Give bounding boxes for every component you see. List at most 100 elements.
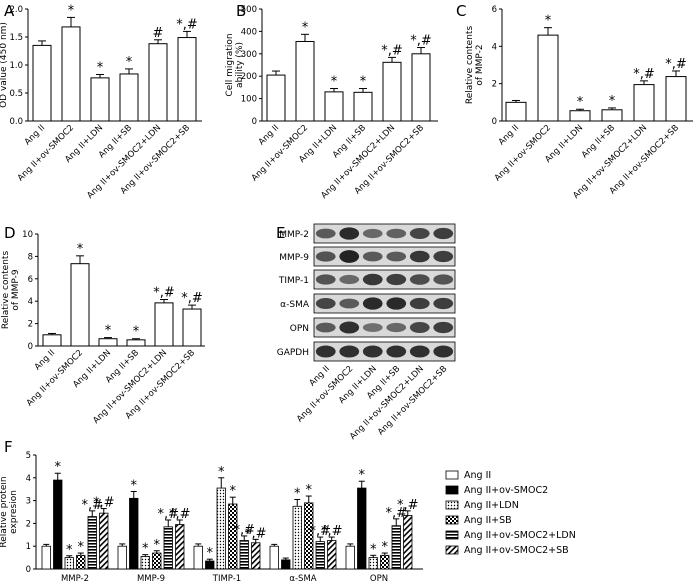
significance-mark: *,# — [665, 57, 687, 72]
x-category-label: α-SMA — [289, 574, 316, 584]
significance-mark: * — [154, 538, 161, 553]
y-tick-label: 0 — [252, 117, 257, 127]
bar — [345, 545, 355, 570]
y-axis-label-line: Cell migration — [225, 33, 235, 96]
blot-band — [315, 345, 336, 358]
blot-band-label: GAPDH — [277, 348, 309, 358]
blot-band — [409, 345, 430, 358]
legend-swatch — [445, 515, 459, 525]
bar — [239, 540, 249, 570]
bar — [193, 545, 203, 570]
legend-label: Ang II+SB — [464, 515, 512, 526]
significance-mark: *,# — [181, 291, 203, 306]
bar — [90, 77, 110, 122]
significance-mark: *,# — [233, 523, 255, 538]
x-category-label: Ang II — [33, 348, 57, 372]
blot-band-label: MMP-2 — [279, 230, 309, 240]
chart-panel-b: 0 100 200 300 400 500 Cell migrationability (%… — [225, 5, 438, 201]
bar — [569, 110, 591, 122]
y-tick-label: 100 — [241, 95, 257, 105]
blot-band-label: MMP-9 — [279, 253, 309, 263]
blot-band — [386, 273, 407, 286]
blot-band — [339, 345, 360, 358]
bar — [357, 487, 367, 570]
significance-mark: *,# — [169, 507, 191, 522]
x-category-label: MMP-9 — [137, 574, 165, 584]
y-tick-label: 2 — [26, 519, 31, 529]
y-tick-label: 0 — [28, 342, 33, 352]
blot-band — [362, 251, 383, 262]
bar — [601, 109, 623, 122]
blot-band — [433, 321, 454, 334]
y-tick-label: 4 — [26, 474, 31, 484]
blot-band-label: TIMP-1 — [278, 276, 309, 286]
bar — [32, 44, 52, 122]
significance-mark: *,# — [381, 43, 403, 58]
blot-band — [386, 297, 407, 310]
legend-label: Ang II+ov-SMOC2+SB — [464, 545, 569, 556]
y-tick-label: 6 — [492, 5, 497, 15]
panel-letter-b: B — [236, 2, 246, 20]
blot-band — [433, 227, 454, 240]
significance-mark: * — [306, 483, 313, 498]
bar — [148, 43, 168, 122]
legend-swatch — [445, 485, 459, 495]
y-tick-label: 400 — [241, 27, 257, 37]
significance-mark: * — [126, 55, 133, 70]
bar — [126, 339, 146, 347]
blot-band — [315, 228, 336, 239]
y-tick-label: 1 — [26, 542, 31, 552]
bar — [633, 84, 655, 122]
y-tick-label: 6 — [28, 275, 33, 285]
legend-label: Ang II+LDN — [464, 500, 519, 511]
bar — [269, 545, 279, 570]
chart-panel-c: 0 2 4 6 Relative contentsof MMP-2 Ang II * Ang … — [465, 5, 693, 201]
significance-mark: *,# — [93, 496, 115, 511]
y-tick-label: 0.5 — [9, 89, 23, 99]
bar — [251, 542, 261, 570]
y-tick-label: 2.0 — [9, 5, 23, 15]
y-tick-label: 10 — [22, 230, 33, 240]
legend-label: Ang II+ov-SMOC2+LDN — [464, 530, 576, 541]
blot-band — [362, 345, 383, 358]
x-category-label: Ang II+ov-SMOC2 — [493, 123, 553, 183]
bar — [117, 545, 127, 570]
blot-band — [339, 274, 360, 285]
bar — [353, 91, 373, 122]
y-tick-label: 1.0 — [9, 61, 23, 71]
blot-band — [362, 297, 383, 310]
y-axis-label: Cell migrationability (%) — [225, 33, 245, 96]
bar — [537, 34, 559, 122]
significance-mark: * — [131, 478, 138, 493]
x-category-label: MMP-2 — [61, 574, 89, 584]
blot-band — [433, 345, 454, 358]
blot-band — [409, 228, 430, 239]
y-axis-label: Relative contentsof MMP-9 — [1, 251, 21, 330]
y-axis-label-line: ability (%) — [235, 42, 245, 88]
blot-band — [362, 273, 383, 286]
blot-band-label: OPN — [290, 324, 309, 334]
bar — [382, 61, 402, 122]
y-tick-label: 300 — [241, 50, 257, 60]
bar — [64, 557, 74, 570]
blot-band — [409, 297, 430, 310]
y-axis-label: Relative contentsof MMP-2 — [465, 26, 485, 105]
blot-band — [339, 321, 360, 334]
significance-mark: *,# — [385, 506, 407, 521]
blot-band — [386, 322, 407, 333]
y-tick-label: 2 — [28, 320, 33, 330]
x-category-label: TIMP-1 — [212, 574, 241, 584]
legend-swatch — [445, 545, 459, 555]
significance-mark: * — [609, 94, 616, 109]
blot-band-label: α-SMA — [280, 300, 310, 310]
significance-mark: * — [359, 468, 366, 483]
blot-band — [433, 274, 454, 285]
bar — [327, 540, 337, 570]
panel-letter-d: D — [4, 224, 16, 242]
legend-label: Ang II — [464, 470, 491, 481]
y-axis-label-line: Relative contents — [465, 26, 475, 105]
bar — [99, 512, 109, 570]
blot-band — [315, 274, 336, 285]
